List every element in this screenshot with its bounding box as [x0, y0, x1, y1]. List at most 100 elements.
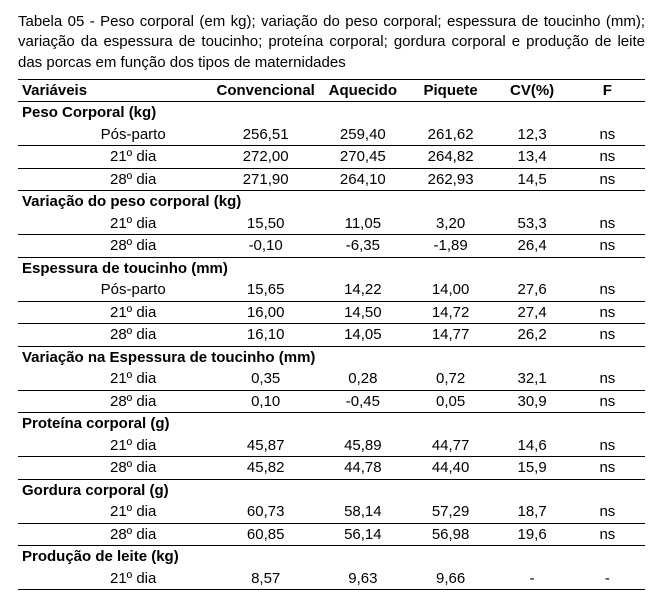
table-row: Pós-parto 256,51 259,40 261,62 12,3 ns	[18, 124, 645, 146]
row-label: 28º dia	[18, 457, 212, 480]
section-label: Proteína corporal (g)	[18, 413, 645, 435]
cell: 14,77	[407, 324, 495, 347]
col-f: F	[570, 79, 645, 102]
row-label: 21º dia	[18, 301, 212, 324]
cell: 3,20	[407, 213, 495, 235]
cell: 56,14	[319, 523, 407, 546]
cell: 0,35	[212, 368, 319, 390]
cell: 45,89	[319, 435, 407, 457]
section-proteina-corporal: Proteína corporal (g)	[18, 413, 645, 435]
section-label: Variação na Espessura de toucinho (mm)	[18, 346, 645, 368]
row-label: 28º dia	[18, 235, 212, 258]
cell: 27,4	[494, 301, 569, 324]
cell: ns	[570, 523, 645, 546]
section-label: Variação do peso corporal (kg)	[18, 191, 645, 213]
section-variacao-peso: Variação do peso corporal (kg)	[18, 191, 645, 213]
cell: -	[494, 568, 569, 590]
cell: 44,40	[407, 457, 495, 480]
cell: 9,63	[319, 568, 407, 590]
col-convencional: Convencional	[212, 79, 319, 102]
section-espessura-toucinho: Espessura de toucinho (mm)	[18, 257, 645, 279]
table-row: 21º dia 45,87 45,89 44,77 14,6 ns	[18, 435, 645, 457]
cell: 44,77	[407, 435, 495, 457]
row-label: 21º dia	[18, 368, 212, 390]
cell: 259,40	[319, 124, 407, 146]
cell: 60,85	[212, 523, 319, 546]
table-row: 28º dia 0,10 -0,45 0,05 30,9 ns	[18, 390, 645, 413]
cell: ns	[570, 457, 645, 480]
cell: 16,10	[212, 324, 319, 347]
col-piquete: Piquete	[407, 79, 495, 102]
cell: 262,93	[407, 168, 495, 191]
row-label: 21º dia	[18, 568, 212, 590]
cell: 271,90	[212, 168, 319, 191]
table-row: 21º dia 16,00 14,50 14,72 27,4 ns	[18, 301, 645, 324]
cell: 45,87	[212, 435, 319, 457]
cell: 264,82	[407, 146, 495, 169]
cell: 44,78	[319, 457, 407, 480]
section-variacao-espessura: Variação na Espessura de toucinho (mm)	[18, 346, 645, 368]
cell: 15,50	[212, 213, 319, 235]
cell: -0,10	[212, 235, 319, 258]
table-row: 28º dia 271,90 264,10 262,93 14,5 ns	[18, 168, 645, 191]
table-row: 21º dia 15,50 11,05 3,20 53,3 ns	[18, 213, 645, 235]
cell: 14,05	[319, 324, 407, 347]
row-label: Pós-parto	[18, 279, 212, 301]
row-label: 28º dia	[18, 324, 212, 347]
table-row: 28º dia 45,82 44,78 44,40 15,9 ns	[18, 457, 645, 480]
cell: 14,00	[407, 279, 495, 301]
cell: 8,57	[212, 568, 319, 590]
cell: -0,45	[319, 390, 407, 413]
table-caption: Tabela 05 - Peso corporal (em kg); varia…	[18, 12, 645, 73]
cell: 32,1	[494, 368, 569, 390]
col-cv: CV(%)	[494, 79, 569, 102]
cell: 0,05	[407, 390, 495, 413]
section-label: Produção de leite (kg)	[18, 546, 645, 568]
cell: -1,89	[407, 235, 495, 258]
cell: ns	[570, 168, 645, 191]
row-label: 21º dia	[18, 213, 212, 235]
cell: 57,29	[407, 501, 495, 523]
cell: 14,72	[407, 301, 495, 324]
table-row: Pós-parto 15,65 14,22 14,00 27,6 ns	[18, 279, 645, 301]
cell: 56,98	[407, 523, 495, 546]
cell: 14,6	[494, 435, 569, 457]
cell: -	[570, 568, 645, 590]
table-row: 28º dia 16,10 14,05 14,77 26,2 ns	[18, 324, 645, 347]
cell: ns	[570, 124, 645, 146]
cell: 256,51	[212, 124, 319, 146]
section-label: Gordura corporal (g)	[18, 479, 645, 501]
cell: 30,9	[494, 390, 569, 413]
cell: ns	[570, 146, 645, 169]
row-label: 21º dia	[18, 501, 212, 523]
cell: 26,4	[494, 235, 569, 258]
header-row: Variáveis Convencional Aquecido Piquete …	[18, 79, 645, 102]
cell: 26,2	[494, 324, 569, 347]
row-label: 28º dia	[18, 523, 212, 546]
cell: ns	[570, 435, 645, 457]
cell: 270,45	[319, 146, 407, 169]
row-label: 21º dia	[18, 146, 212, 169]
row-label: 28º dia	[18, 168, 212, 191]
table-row: 21º dia 8,57 9,63 9,66 - -	[18, 568, 645, 590]
cell: 264,10	[319, 168, 407, 191]
table-row: 28º dia -0,10 -6,35 -1,89 26,4 ns	[18, 235, 645, 258]
cell: 11,05	[319, 213, 407, 235]
row-label: 28º dia	[18, 390, 212, 413]
cell: 15,65	[212, 279, 319, 301]
section-label: Espessura de toucinho (mm)	[18, 257, 645, 279]
cell: 12,3	[494, 124, 569, 146]
table-row: 28º dia 60,85 56,14 56,98 19,6 ns	[18, 523, 645, 546]
cell: 16,00	[212, 301, 319, 324]
cell: 272,00	[212, 146, 319, 169]
section-peso-corporal: Peso Corporal (kg)	[18, 102, 645, 124]
row-label: Pós-parto	[18, 124, 212, 146]
cell: 45,82	[212, 457, 319, 480]
cell: 19,6	[494, 523, 569, 546]
cell: 60,73	[212, 501, 319, 523]
row-label: 21º dia	[18, 435, 212, 457]
col-aquecido: Aquecido	[319, 79, 407, 102]
cell: ns	[570, 301, 645, 324]
cell: 14,5	[494, 168, 569, 191]
cell: 27,6	[494, 279, 569, 301]
